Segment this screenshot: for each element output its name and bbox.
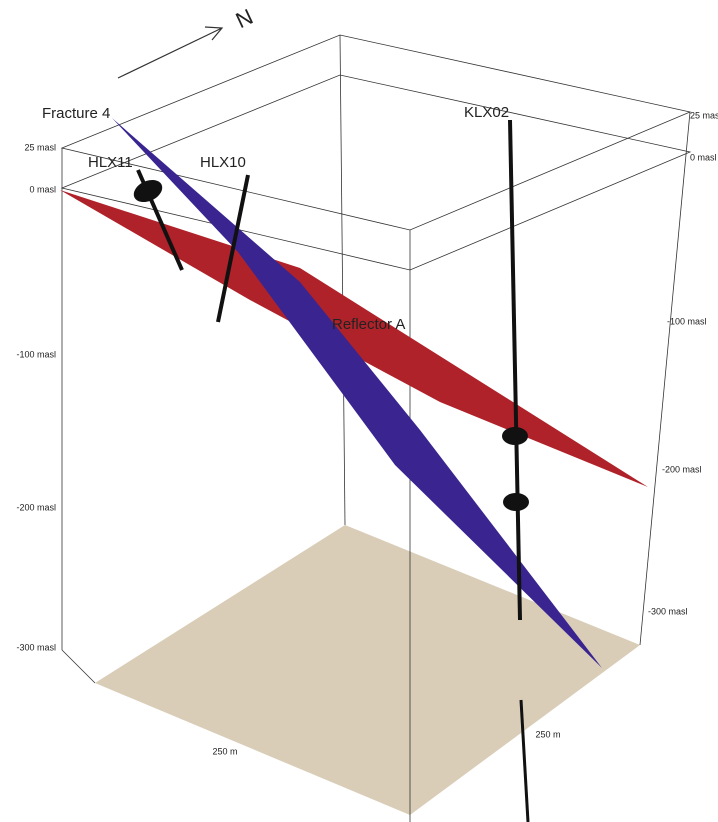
depth-label: -200 masl bbox=[16, 502, 56, 512]
reflector-plane bbox=[60, 190, 648, 487]
depth-label: -100 masl bbox=[16, 349, 56, 359]
depth-label: 0 masl bbox=[690, 152, 717, 162]
intersection bbox=[502, 427, 528, 445]
arrow-line bbox=[118, 28, 222, 78]
edge bbox=[340, 35, 345, 525]
north-label: N bbox=[232, 4, 257, 33]
north-arrow: N bbox=[118, 4, 257, 78]
feature-label: HLX11 bbox=[88, 154, 133, 171]
feature-label: KLX02 bbox=[464, 104, 509, 121]
depth-label: -300 masl bbox=[648, 606, 688, 616]
feature-label: HLX10 bbox=[200, 154, 246, 171]
depth-label: 25 masl bbox=[690, 110, 718, 120]
scale-label: 250 m bbox=[535, 729, 560, 739]
feature-label: Fracture 4 bbox=[42, 105, 110, 122]
intersection bbox=[503, 493, 529, 511]
intersection bbox=[130, 176, 166, 207]
depth-label: -100 masl bbox=[667, 316, 707, 326]
feature-label: Reflector A bbox=[332, 316, 405, 333]
block-model-3d: N Fracture 4 HLX11 HLX10 KLX02 Reflector… bbox=[0, 0, 718, 822]
depth-label: -300 masl bbox=[16, 642, 56, 652]
edge bbox=[640, 112, 690, 645]
depth-label: 25 masl bbox=[24, 142, 56, 152]
depth-label: -200 masl bbox=[662, 464, 702, 474]
top-face bbox=[62, 35, 690, 230]
depth-label: 0 masl bbox=[29, 184, 56, 194]
floor bbox=[95, 525, 640, 815]
scale-label: 250 m bbox=[212, 746, 237, 756]
edge bbox=[62, 650, 95, 683]
borehole bbox=[510, 120, 520, 620]
